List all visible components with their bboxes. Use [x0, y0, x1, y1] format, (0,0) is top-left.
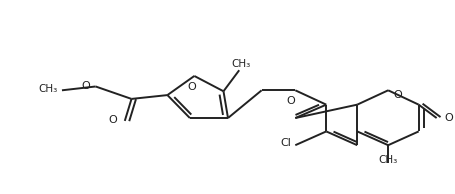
Text: CH₃: CH₃: [378, 155, 397, 165]
Text: O: O: [108, 115, 116, 125]
Text: O: O: [444, 113, 452, 123]
Text: CH₃: CH₃: [231, 59, 251, 69]
Text: O: O: [286, 96, 294, 106]
Text: Cl: Cl: [280, 138, 291, 148]
Text: O: O: [393, 90, 401, 100]
Text: O: O: [81, 81, 90, 91]
Text: CH₃: CH₃: [38, 84, 57, 94]
Text: O: O: [187, 82, 196, 92]
